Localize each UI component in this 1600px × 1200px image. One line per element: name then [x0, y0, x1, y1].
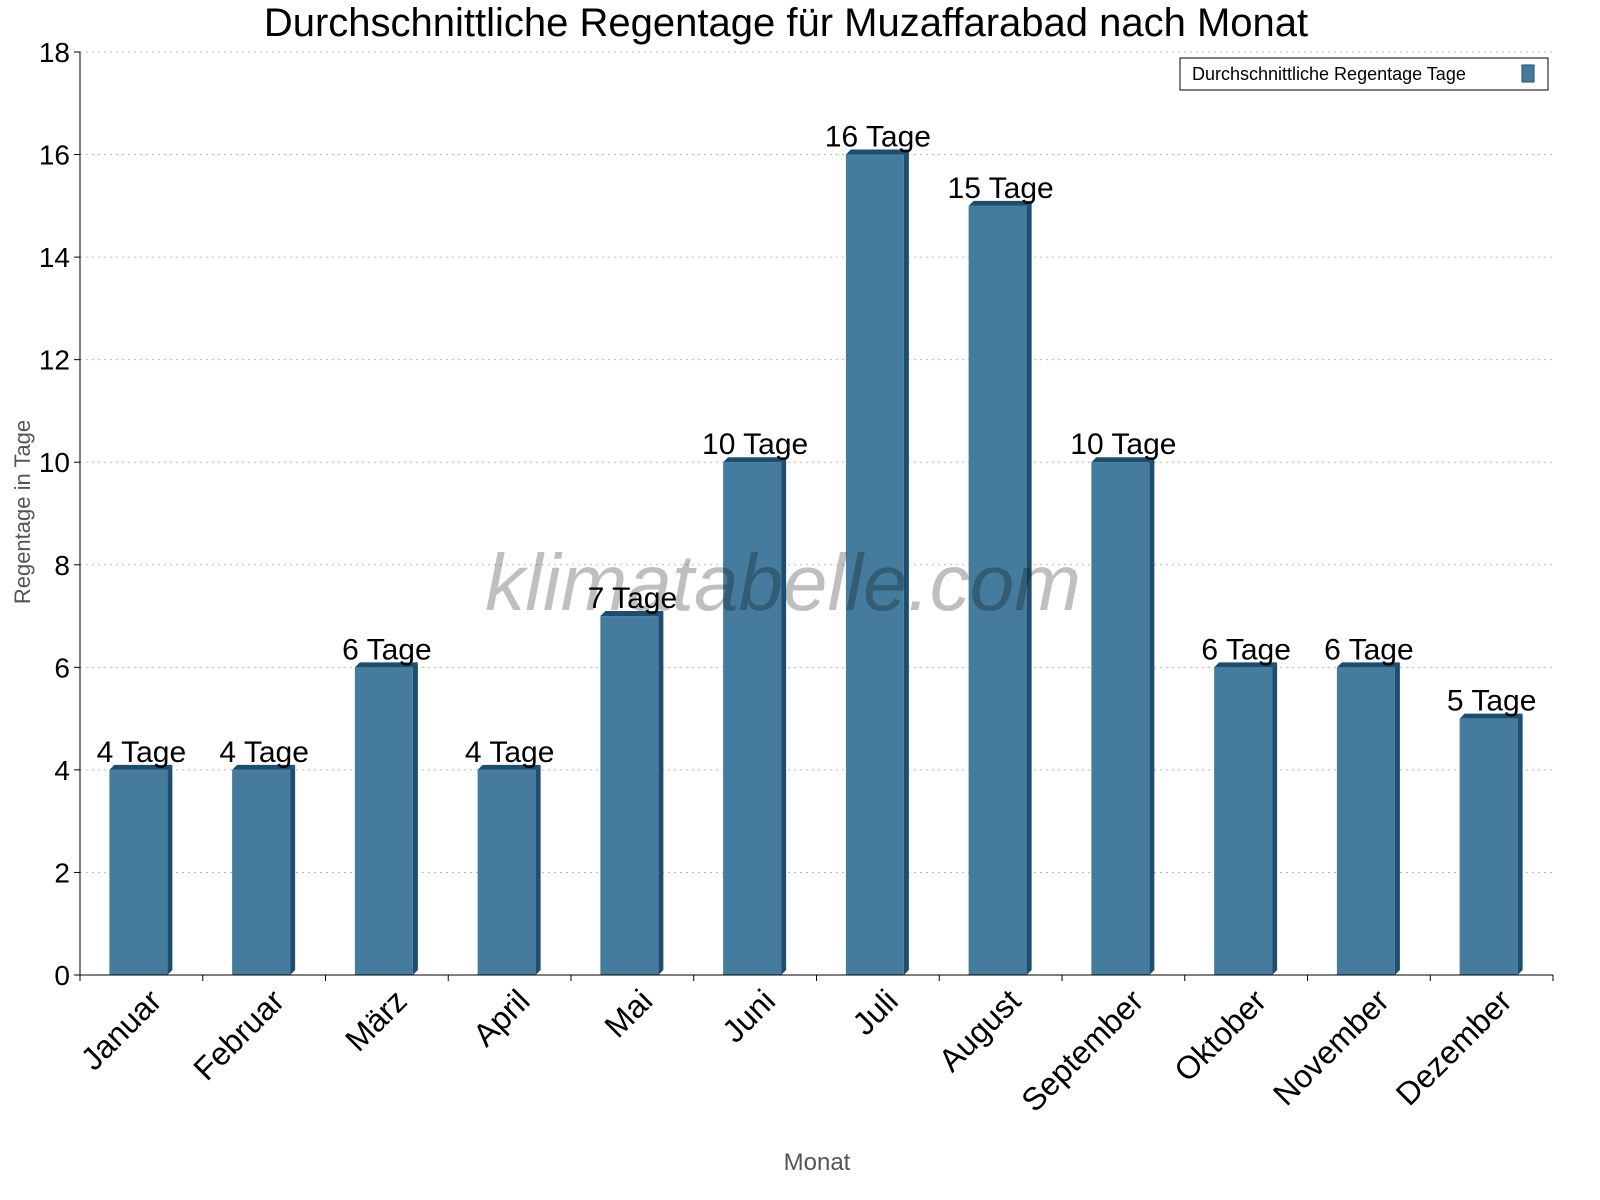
- bar: [723, 462, 782, 975]
- bar: [1091, 462, 1150, 975]
- x-tick-label: Mai: [597, 982, 659, 1044]
- data-label: 4 Tage: [465, 736, 555, 769]
- bar: [600, 616, 659, 975]
- bar: [845, 154, 904, 976]
- data-labels: 4 Tage 4 Tage 6 Tage 4 Tage 7 Tage 10 Tage 16 …: [97, 121, 1537, 769]
- x-tick-label: April: [466, 982, 537, 1053]
- y-tick-label: 2: [54, 857, 70, 888]
- bar-top: [723, 457, 787, 463]
- x-tick-label: September: [1014, 982, 1150, 1118]
- legend-label: Durchschnittliche Regentage Tage: [1192, 64, 1466, 84]
- y-tick-label: 4: [54, 755, 70, 786]
- bar-side: [781, 457, 787, 975]
- x-tick-label: August: [932, 982, 1028, 1078]
- x-tick-label: Dezember: [1389, 982, 1519, 1112]
- bar: [109, 769, 168, 975]
- x-tick-label: November: [1266, 982, 1396, 1112]
- bar-top: [968, 200, 1032, 206]
- legend-swatch: [1521, 64, 1535, 83]
- bar-side: [658, 611, 664, 975]
- watermark: klimatabelle.com: [485, 538, 1081, 627]
- x-tick-label: Februar: [186, 982, 291, 1087]
- bar-side: [290, 764, 296, 975]
- y-tick-label: 12: [39, 345, 70, 376]
- data-label: 6 Tage: [342, 633, 432, 666]
- chart-title: Durchschnittliche Regentage für Muzaffar…: [264, 1, 1308, 45]
- bar-top: [1336, 662, 1400, 668]
- bar-side: [1517, 713, 1523, 975]
- bar-side: [1272, 662, 1278, 975]
- y-tick-label: 8: [54, 550, 70, 581]
- x-tick-label: Juni: [715, 982, 782, 1049]
- x-axis-label: Monat: [784, 1149, 851, 1176]
- bar: [1459, 718, 1518, 975]
- x-tick-label: Juli: [845, 982, 904, 1041]
- data-label: 15 Tage: [948, 172, 1054, 205]
- data-label: 16 Tage: [825, 121, 931, 154]
- data-label: 5 Tage: [1447, 685, 1537, 718]
- bar-top: [109, 764, 173, 770]
- data-label: 6 Tage: [1201, 633, 1291, 666]
- bar-side: [903, 149, 909, 976]
- bar: [354, 667, 413, 975]
- x-tick-label: März: [338, 982, 414, 1058]
- y-tick-label: 10: [39, 447, 70, 478]
- y-tick-label: 18: [39, 37, 70, 68]
- data-label: 7 Tage: [588, 582, 678, 615]
- bar-side: [1149, 457, 1155, 975]
- y-tick-label: 14: [39, 242, 70, 273]
- bar: [968, 205, 1027, 976]
- bar-top: [232, 764, 296, 770]
- bar: [477, 769, 536, 975]
- legend-box: [1179, 57, 1549, 91]
- y-tick-label: 0: [54, 960, 70, 991]
- bar-side: [167, 764, 173, 975]
- bar-top: [1091, 457, 1155, 463]
- y-tick-label: 6: [54, 652, 70, 683]
- data-label: 4 Tage: [97, 736, 187, 769]
- bar-side: [412, 662, 418, 975]
- data-label: 4 Tage: [219, 736, 309, 769]
- bar-top: [600, 611, 664, 617]
- data-label: 10 Tage: [1070, 428, 1176, 461]
- bar: [1214, 667, 1273, 975]
- bar-side: [1026, 200, 1032, 976]
- data-label: 10 Tage: [702, 428, 808, 461]
- bar-top: [845, 149, 909, 155]
- bar: [232, 769, 291, 975]
- bar-side: [1394, 662, 1400, 975]
- x-tick-label: Januar: [74, 982, 169, 1077]
- x-tick-label: Oktober: [1167, 982, 1273, 1088]
- y-axis-label: Regentage in Tage: [10, 420, 35, 604]
- bar-top: [1459, 713, 1523, 719]
- bar-top: [354, 662, 418, 668]
- bar-side: [535, 764, 541, 975]
- bar-top: [477, 764, 541, 770]
- bar-top: [1214, 662, 1278, 668]
- bars: [109, 149, 1523, 976]
- y-tick-label: 16: [39, 140, 70, 171]
- data-label: 6 Tage: [1324, 633, 1414, 666]
- bar: [1336, 667, 1395, 975]
- legend: Durchschnittliche Regentage Tage: [1179, 57, 1549, 91]
